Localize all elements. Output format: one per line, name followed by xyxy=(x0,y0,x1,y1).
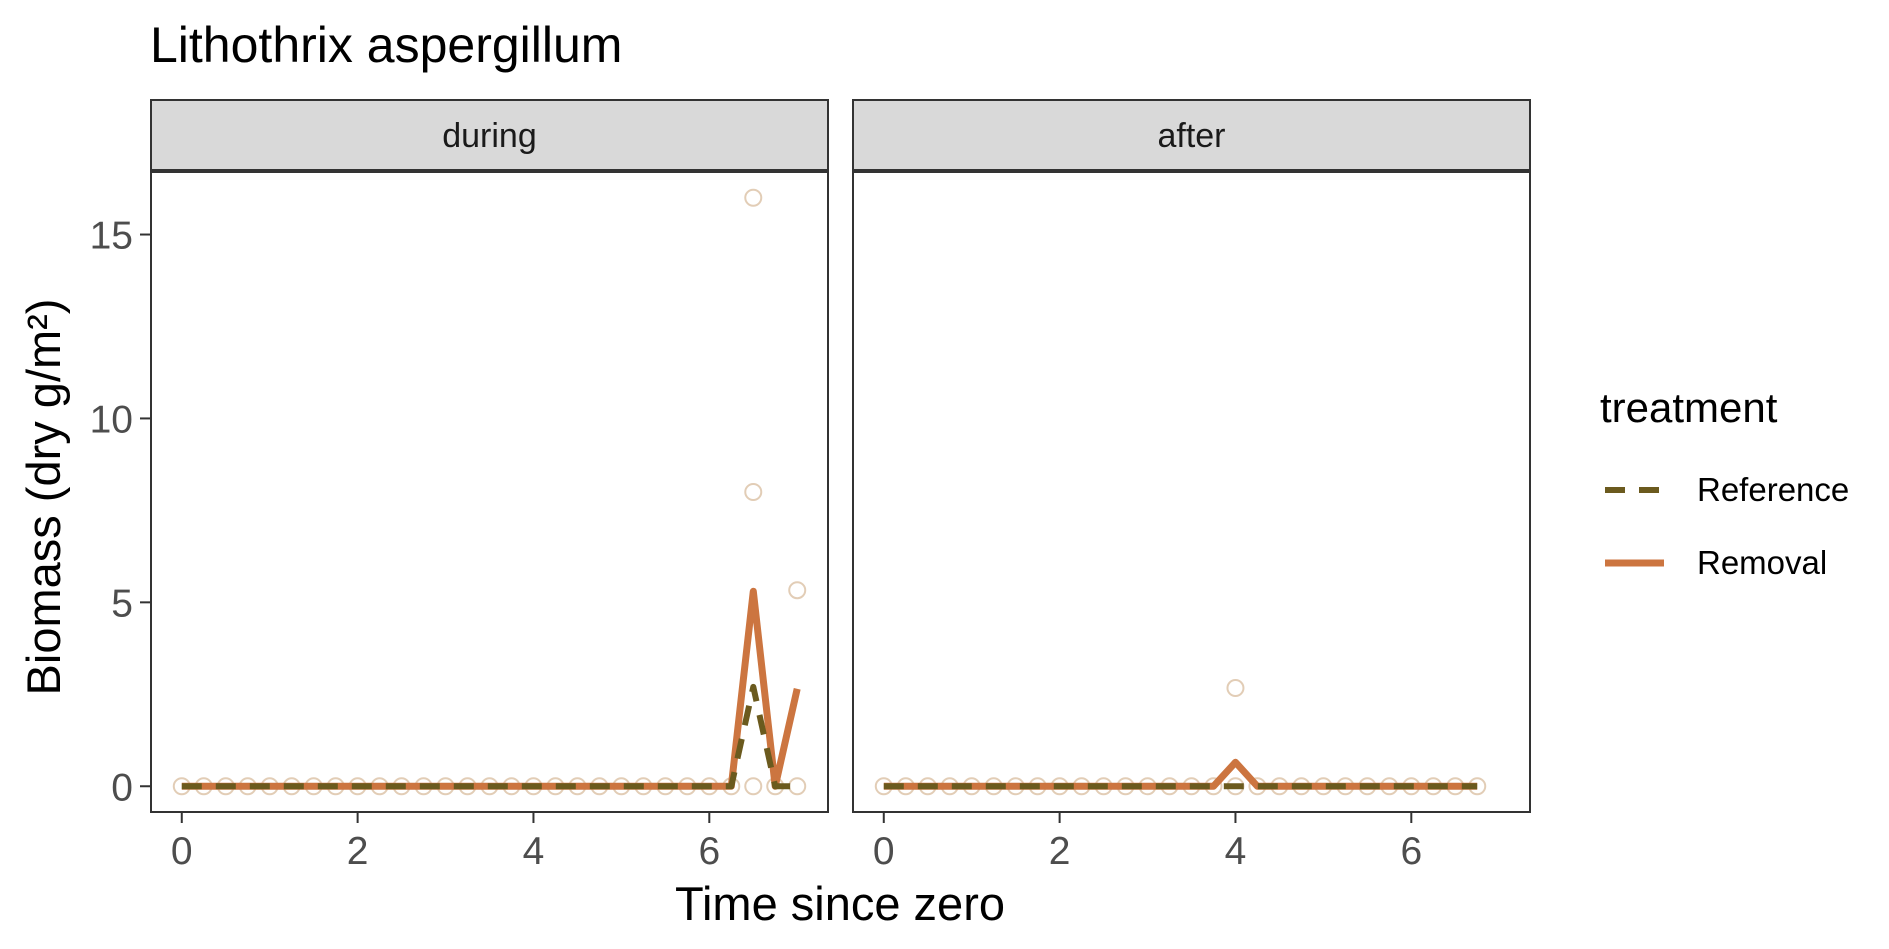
legend-label: Reference xyxy=(1697,471,1849,508)
data-point xyxy=(788,581,807,600)
facet-strip-label: after xyxy=(1157,117,1225,155)
x-tick-label: 6 xyxy=(1400,830,1422,873)
facet-panel-during: during 0 2 4 6 0 5 10 15 xyxy=(90,99,829,873)
facet-strip xyxy=(150,99,829,171)
legend-entry-removal: Removal xyxy=(1605,544,1827,581)
x-tick-label: 4 xyxy=(1225,830,1247,873)
x-tick-label: 0 xyxy=(873,830,895,873)
data-point xyxy=(744,483,763,501)
data-points xyxy=(172,188,807,796)
legend-entry-reference: Reference xyxy=(1605,471,1849,508)
facet-strip-label: during xyxy=(442,117,537,155)
facet-strip xyxy=(852,99,1531,171)
data-point xyxy=(744,777,763,796)
y-tick-label: 10 xyxy=(90,398,133,441)
data-point xyxy=(744,188,763,207)
chart-title: Lithothrix aspergillum xyxy=(150,17,622,73)
data-point xyxy=(1226,679,1245,698)
legend: treatment Reference Removal xyxy=(1600,384,1849,581)
panel-border xyxy=(150,171,829,813)
x-tick-label: 4 xyxy=(523,830,545,873)
y-tick-label: 5 xyxy=(111,582,133,625)
x-tick-label: 0 xyxy=(171,830,193,873)
x-axis-label: Time since zero xyxy=(675,877,1005,930)
panel-border xyxy=(852,171,1531,813)
x-tick-label: 2 xyxy=(1049,830,1071,873)
facet-panels: during 0 2 4 6 0 5 10 15 after 0 2 4 6 xyxy=(90,99,1531,873)
legend-title: treatment xyxy=(1600,384,1778,431)
y-tick-label: 15 xyxy=(90,215,133,258)
series-line-reference xyxy=(181,683,798,790)
y-axis-label: Biomass (dry g/m²) xyxy=(17,299,70,696)
facet-panel-after: after 0 2 4 6 xyxy=(852,99,1531,873)
x-tick-label: 6 xyxy=(698,830,720,873)
x-tick-label: 2 xyxy=(347,830,369,873)
y-tick-label: 0 xyxy=(111,766,133,809)
legend-label: Removal xyxy=(1697,544,1827,581)
